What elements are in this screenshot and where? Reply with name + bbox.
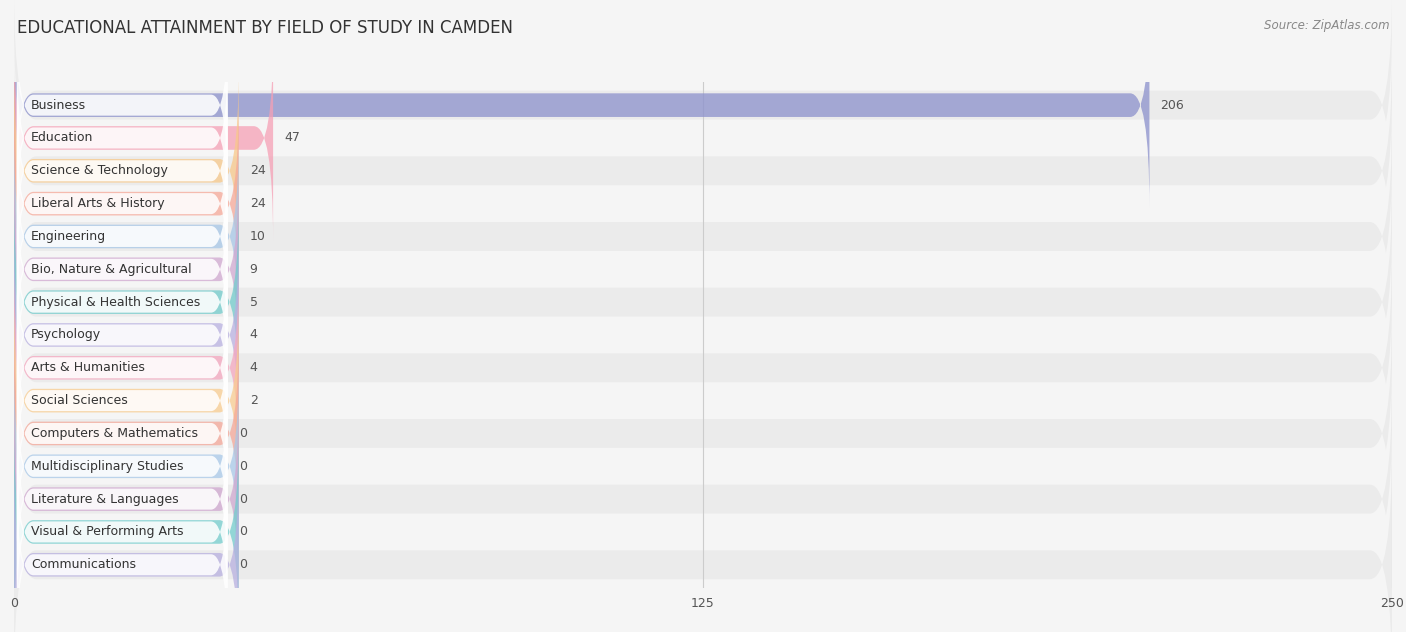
FancyBboxPatch shape (17, 214, 228, 390)
FancyBboxPatch shape (14, 0, 1392, 222)
Text: 10: 10 (250, 230, 266, 243)
FancyBboxPatch shape (14, 119, 1392, 353)
Text: 0: 0 (239, 558, 246, 571)
FancyBboxPatch shape (17, 379, 228, 554)
Text: Psychology: Psychology (31, 329, 101, 341)
Text: 9: 9 (250, 263, 257, 276)
Text: Computers & Mathematics: Computers & Mathematics (31, 427, 198, 440)
Text: Engineering: Engineering (31, 230, 107, 243)
Text: 4: 4 (250, 362, 257, 374)
FancyBboxPatch shape (14, 251, 1392, 485)
FancyBboxPatch shape (14, 54, 1392, 288)
Text: Social Sciences: Social Sciences (31, 394, 128, 407)
FancyBboxPatch shape (14, 87, 1392, 320)
Text: EDUCATIONAL ATTAINMENT BY FIELD OF STUDY IN CAMDEN: EDUCATIONAL ATTAINMENT BY FIELD OF STUDY… (17, 19, 513, 37)
FancyBboxPatch shape (14, 298, 239, 504)
FancyBboxPatch shape (14, 349, 1392, 583)
FancyBboxPatch shape (14, 2, 1150, 208)
FancyBboxPatch shape (17, 313, 228, 489)
Text: Visual & Performing Arts: Visual & Performing Arts (31, 525, 184, 538)
FancyBboxPatch shape (14, 429, 239, 632)
Text: Multidisciplinary Studies: Multidisciplinary Studies (31, 460, 184, 473)
Text: Literature & Languages: Literature & Languages (31, 492, 179, 506)
Text: Bio, Nature & Agricultural: Bio, Nature & Agricultural (31, 263, 191, 276)
FancyBboxPatch shape (14, 68, 239, 274)
Text: 0: 0 (239, 525, 246, 538)
FancyBboxPatch shape (14, 265, 239, 471)
FancyBboxPatch shape (14, 232, 239, 438)
FancyBboxPatch shape (14, 21, 1392, 255)
Text: 24: 24 (250, 164, 266, 178)
Text: Source: ZipAtlas.com: Source: ZipAtlas.com (1264, 19, 1389, 32)
FancyBboxPatch shape (17, 83, 228, 258)
Text: Liberal Arts & History: Liberal Arts & History (31, 197, 165, 210)
FancyBboxPatch shape (17, 280, 228, 456)
FancyBboxPatch shape (17, 477, 228, 632)
FancyBboxPatch shape (14, 166, 239, 372)
Text: 5: 5 (250, 296, 257, 308)
FancyBboxPatch shape (14, 35, 273, 241)
Text: Arts & Humanities: Arts & Humanities (31, 362, 145, 374)
FancyBboxPatch shape (17, 181, 228, 357)
FancyBboxPatch shape (17, 411, 228, 587)
Text: Communications: Communications (31, 558, 136, 571)
FancyBboxPatch shape (14, 331, 239, 537)
FancyBboxPatch shape (17, 17, 228, 193)
FancyBboxPatch shape (17, 346, 228, 521)
Text: 0: 0 (239, 492, 246, 506)
Text: Physical & Health Sciences: Physical & Health Sciences (31, 296, 201, 308)
FancyBboxPatch shape (14, 218, 1392, 452)
FancyBboxPatch shape (14, 382, 1392, 616)
FancyBboxPatch shape (17, 247, 228, 423)
Text: Business: Business (31, 99, 86, 112)
FancyBboxPatch shape (14, 185, 1392, 419)
Text: 47: 47 (284, 131, 299, 145)
FancyBboxPatch shape (17, 116, 228, 291)
Text: Education: Education (31, 131, 94, 145)
Text: 0: 0 (239, 460, 246, 473)
FancyBboxPatch shape (14, 317, 1392, 550)
FancyBboxPatch shape (14, 363, 239, 569)
FancyBboxPatch shape (14, 415, 1392, 632)
Text: 206: 206 (1160, 99, 1184, 112)
FancyBboxPatch shape (17, 444, 228, 620)
Text: 2: 2 (250, 394, 257, 407)
FancyBboxPatch shape (14, 448, 1392, 632)
FancyBboxPatch shape (14, 133, 239, 339)
FancyBboxPatch shape (17, 50, 228, 226)
Text: 24: 24 (250, 197, 266, 210)
FancyBboxPatch shape (14, 284, 1392, 518)
Text: 4: 4 (250, 329, 257, 341)
Text: 0: 0 (239, 427, 246, 440)
FancyBboxPatch shape (17, 149, 228, 324)
FancyBboxPatch shape (14, 462, 239, 632)
FancyBboxPatch shape (14, 152, 1392, 386)
FancyBboxPatch shape (14, 396, 239, 602)
FancyBboxPatch shape (14, 199, 239, 405)
Text: Science & Technology: Science & Technology (31, 164, 169, 178)
FancyBboxPatch shape (14, 100, 239, 307)
